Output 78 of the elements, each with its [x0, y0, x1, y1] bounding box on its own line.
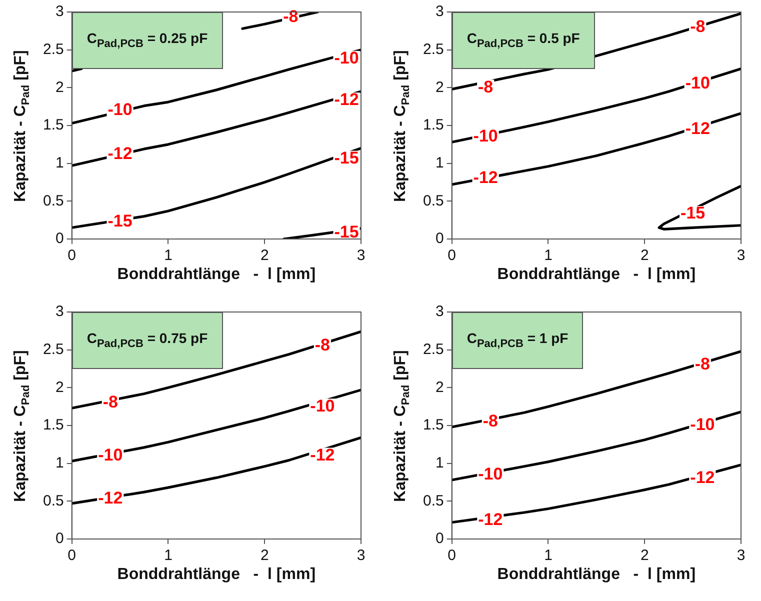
- annotation: -12: [690, 468, 715, 488]
- y-tick-label: 1.5: [422, 416, 444, 434]
- annotation: -12: [108, 144, 132, 163]
- x-tick-label: 3: [736, 247, 746, 264]
- y-tick-label: 2.5: [42, 340, 64, 358]
- x-tick-label: 3: [736, 547, 746, 564]
- x-tick-label: 2: [640, 547, 649, 564]
- annotation: -8: [482, 411, 498, 430]
- y-tick-label: 3: [436, 3, 444, 20]
- y-tick-label: 0.5: [42, 192, 64, 210]
- x-tick-label: 3: [356, 547, 366, 564]
- annotation: -12: [98, 488, 123, 508]
- x-tick-label: 2: [260, 247, 269, 264]
- x-axis-title: Bonddrahtlänge - l [mm]: [496, 566, 697, 584]
- y-tick-label: 1: [436, 154, 444, 172]
- annotation: -12: [473, 168, 498, 188]
- y-tick-label: 2.5: [42, 40, 64, 58]
- annotation: -15: [680, 204, 706, 223]
- y-tick-label: 2: [56, 378, 64, 396]
- x-tick-label: 1: [544, 547, 552, 564]
- title-box: C$_{Pad,PCB}$ = 0.25 pF: [72, 12, 223, 69]
- x-tick-label: 0: [448, 247, 456, 264]
- y-tick-label: 3: [436, 303, 444, 320]
- y-tick-label: 0: [56, 230, 64, 248]
- y-tick-label: 3: [56, 3, 64, 20]
- annotation: -10: [478, 464, 503, 484]
- annotation: -10: [310, 396, 335, 416]
- annotation: -8: [694, 354, 710, 374]
- y-tick-label: 2: [436, 78, 444, 96]
- x-tick-label: 2: [260, 547, 269, 564]
- y-tick-label: 2: [56, 78, 64, 96]
- y-tick-label: 2.5: [422, 40, 444, 58]
- y-tick-label: 1.5: [42, 116, 64, 134]
- y-tick-label: 3: [56, 303, 64, 320]
- annotation: -10: [690, 415, 715, 434]
- x-axis-title: Bonddrahtlänge - l [mm]: [496, 266, 697, 284]
- annotation: -10: [108, 100, 132, 120]
- x-axis-title: Bonddrahtlänge - l [mm]: [116, 566, 317, 584]
- annotation: -8: [690, 16, 706, 36]
- annotation: -10: [98, 445, 123, 464]
- y-tick-label: 0.5: [42, 492, 64, 510]
- y-tick-label: 1: [436, 454, 444, 472]
- x-tick-label: 1: [544, 247, 552, 264]
- x-tick-label: 1: [164, 247, 172, 264]
- y-tick-label: 2.5: [422, 340, 444, 358]
- annotation: -12: [685, 118, 710, 138]
- x-axis-title: Bonddrahtlänge - l [mm]: [116, 266, 317, 284]
- annotation: -8: [314, 336, 330, 355]
- x-tick-label: 0: [68, 547, 76, 564]
- annotation: -15: [108, 211, 132, 230]
- annotation: -10: [685, 74, 710, 93]
- annotation: -15: [334, 222, 359, 242]
- annotation: -8: [478, 77, 494, 96]
- x-tick-label: 0: [68, 247, 76, 264]
- y-tick-label: 1: [56, 454, 64, 472]
- y-tick-label: 0: [436, 530, 444, 548]
- x-tick-label: 1: [164, 547, 172, 564]
- title-box: C$_{Pad,PCB}$ = 1 pF: [452, 312, 584, 369]
- y-tick-label: 1.5: [42, 416, 64, 434]
- annotation: -12: [478, 510, 503, 529]
- y-tick-label: 1: [56, 154, 64, 172]
- y-tick-label: 0.5: [422, 492, 444, 510]
- y-tick-label: 2: [436, 378, 444, 396]
- title-box: C$_{Pad,PCB}$ = 0.5 pF: [452, 12, 595, 69]
- annotation: -10: [334, 48, 359, 68]
- annotation: -12: [334, 90, 359, 110]
- annotation: -15: [334, 148, 359, 168]
- x-tick-label: 0: [448, 547, 456, 564]
- y-tick-label: 0: [56, 530, 64, 548]
- y-tick-label: 0: [436, 230, 444, 248]
- annotation: -8: [102, 392, 118, 412]
- y-tick-label: 1.5: [422, 116, 444, 134]
- x-tick-label: 3: [356, 247, 366, 264]
- title-box: C$_{Pad,PCB}$ = 0.75 pF: [72, 312, 223, 369]
- annotation: -12: [310, 445, 335, 464]
- annotation: -10: [473, 126, 498, 146]
- y-tick-label: 0.5: [422, 192, 444, 210]
- x-tick-label: 2: [640, 247, 649, 264]
